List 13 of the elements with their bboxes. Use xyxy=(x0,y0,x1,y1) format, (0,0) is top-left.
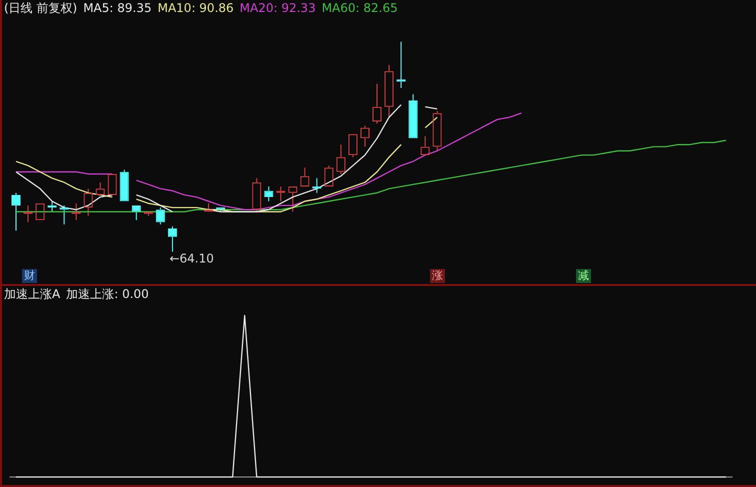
candlestick xyxy=(120,169,129,202)
text: MA60: 82.65 xyxy=(322,0,398,16)
text: MA5: 89.35 xyxy=(83,0,152,16)
text: ←64.10 xyxy=(169,252,214,266)
text: 减 xyxy=(576,269,591,283)
text: 加速上涨: 0.00 xyxy=(66,286,149,302)
candlestick xyxy=(408,94,418,138)
chart-title: 加速上涨A xyxy=(4,286,60,302)
text: MA20: 92.33 xyxy=(240,0,316,16)
text: 涨 xyxy=(430,269,445,283)
text: MA10: 90.86 xyxy=(158,0,234,16)
chart-title: (日线 前复权) xyxy=(4,0,78,16)
text: 财 xyxy=(22,269,37,283)
